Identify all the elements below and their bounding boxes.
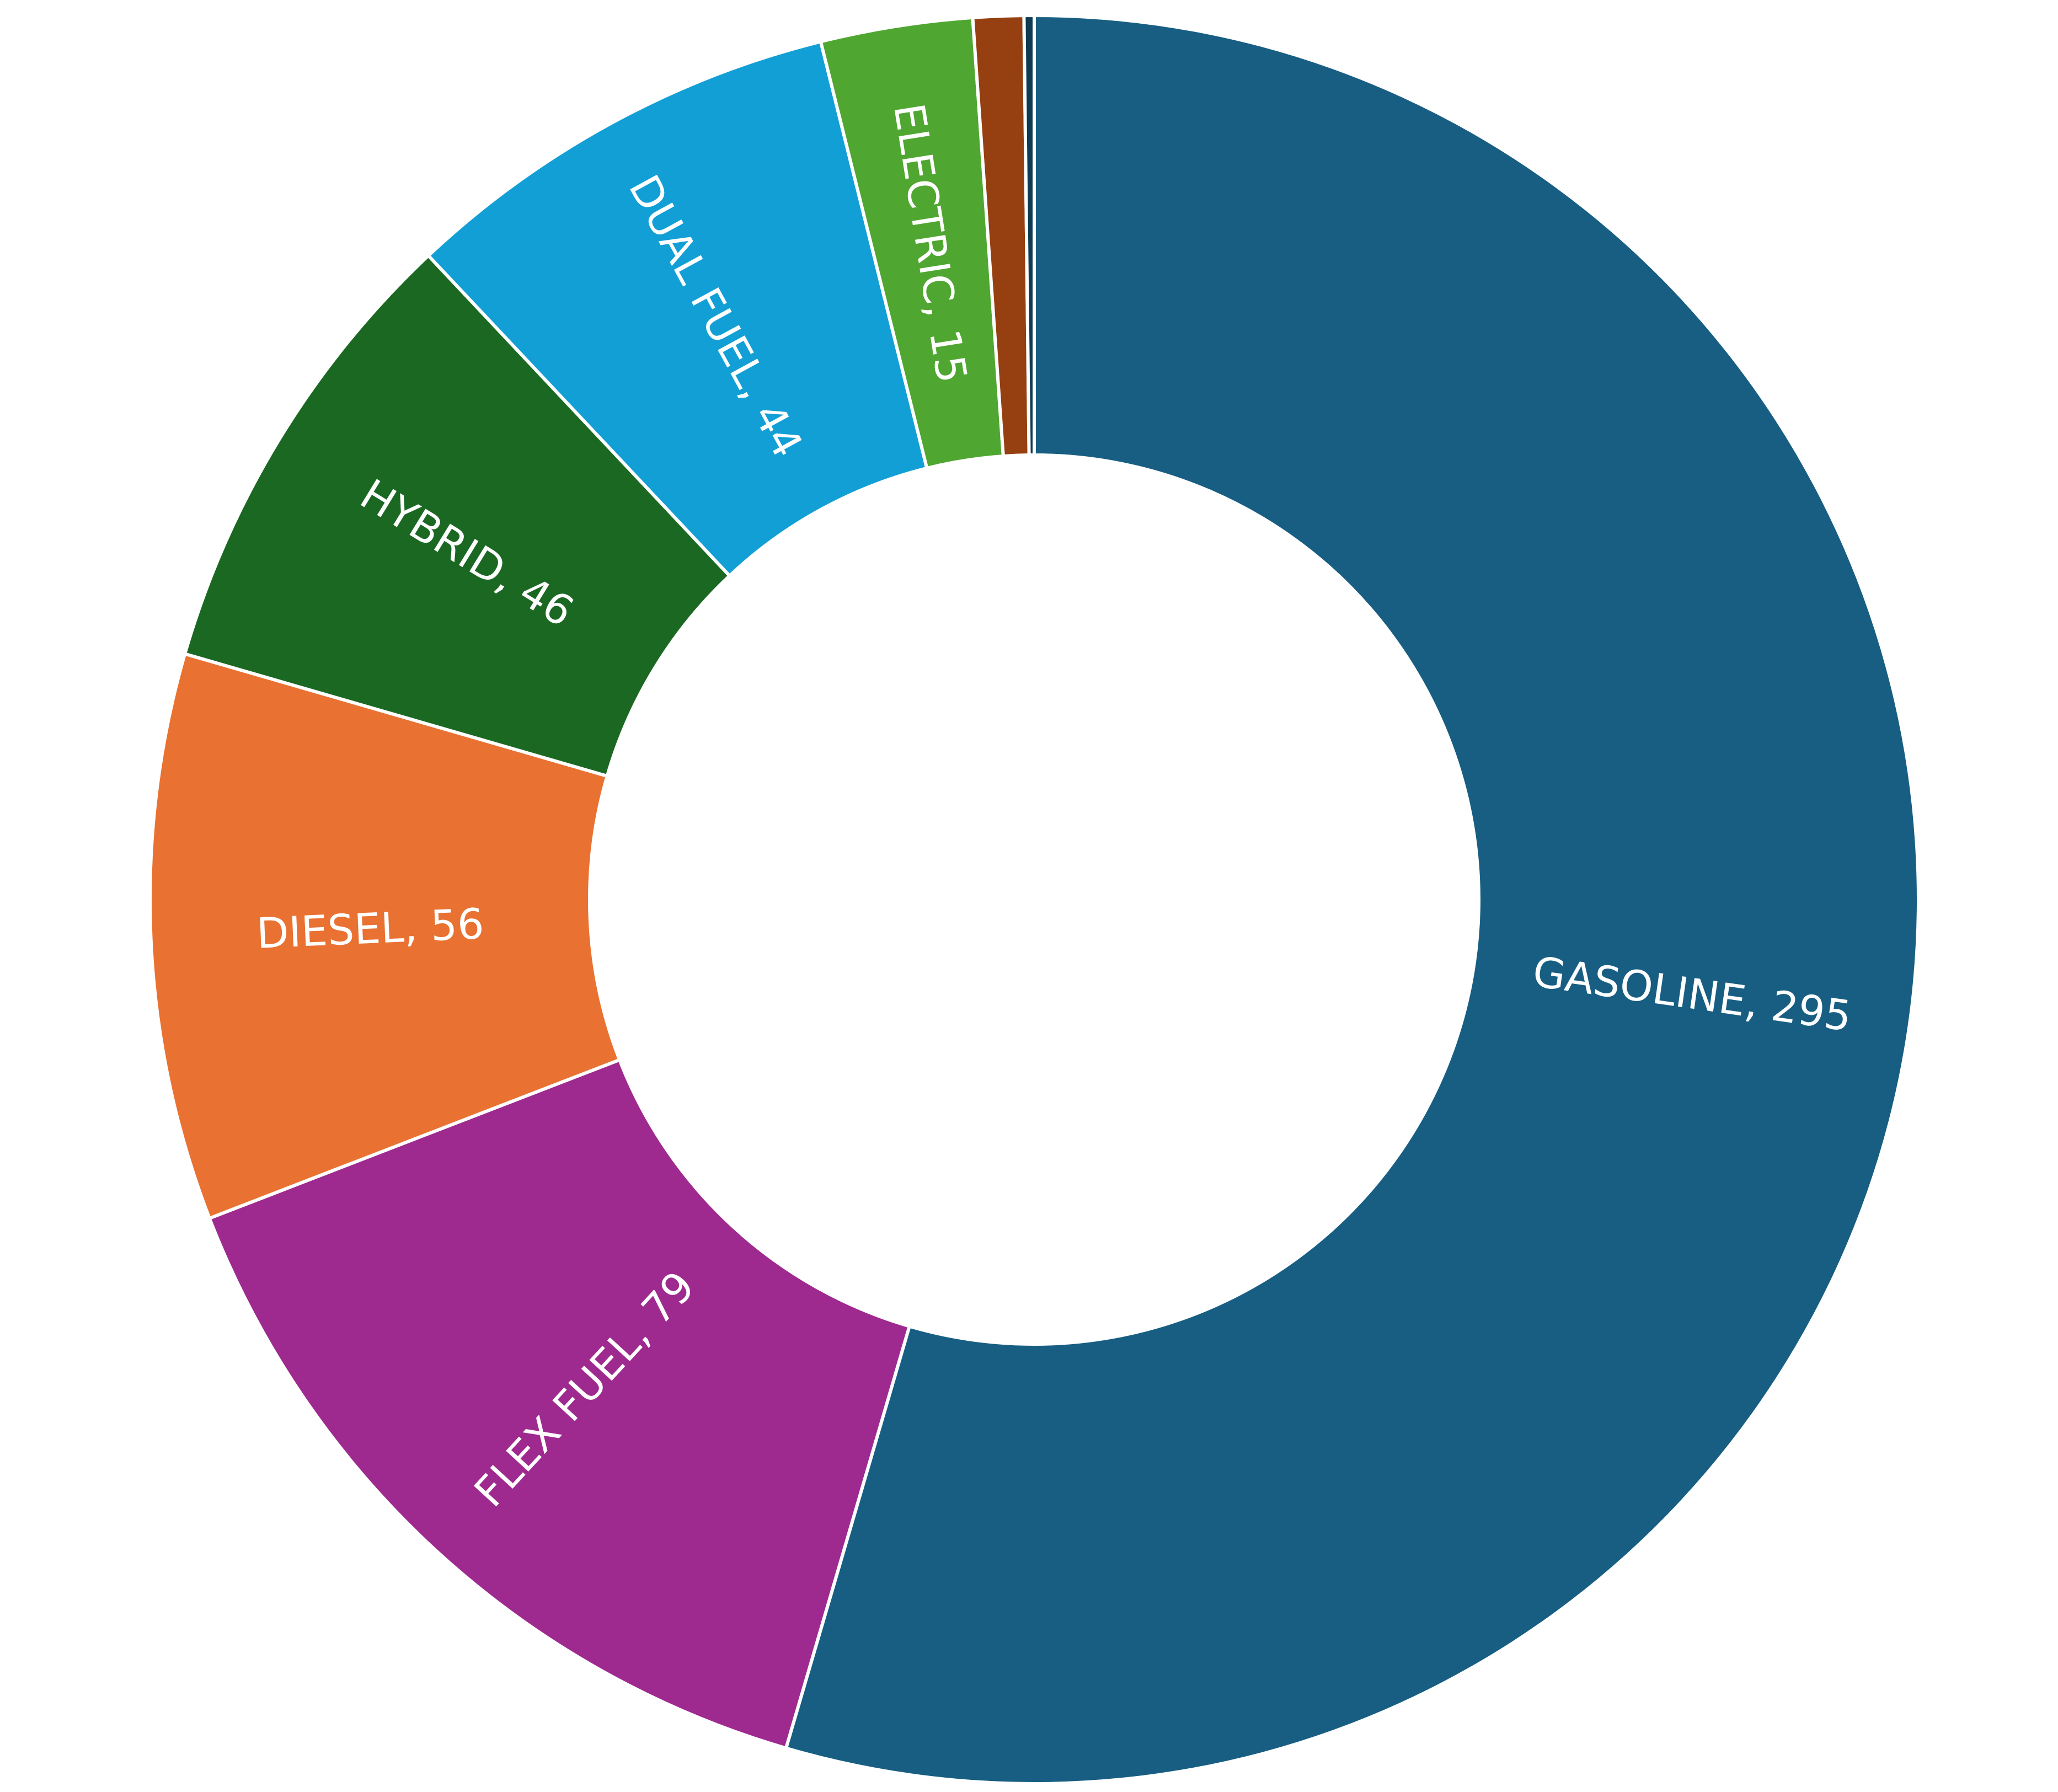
- slice-dual-fuel: [426, 39, 929, 579]
- data-label-diesel: DIESEL, 56: [255, 899, 485, 958]
- slice-hybrid: [183, 253, 732, 778]
- slice-unlabeled-7: [1022, 13, 1036, 457]
- slice-diesel: [148, 651, 622, 1221]
- slice-flex-fuel: [207, 1057, 912, 1751]
- slice-gasoline: [784, 13, 1920, 1785]
